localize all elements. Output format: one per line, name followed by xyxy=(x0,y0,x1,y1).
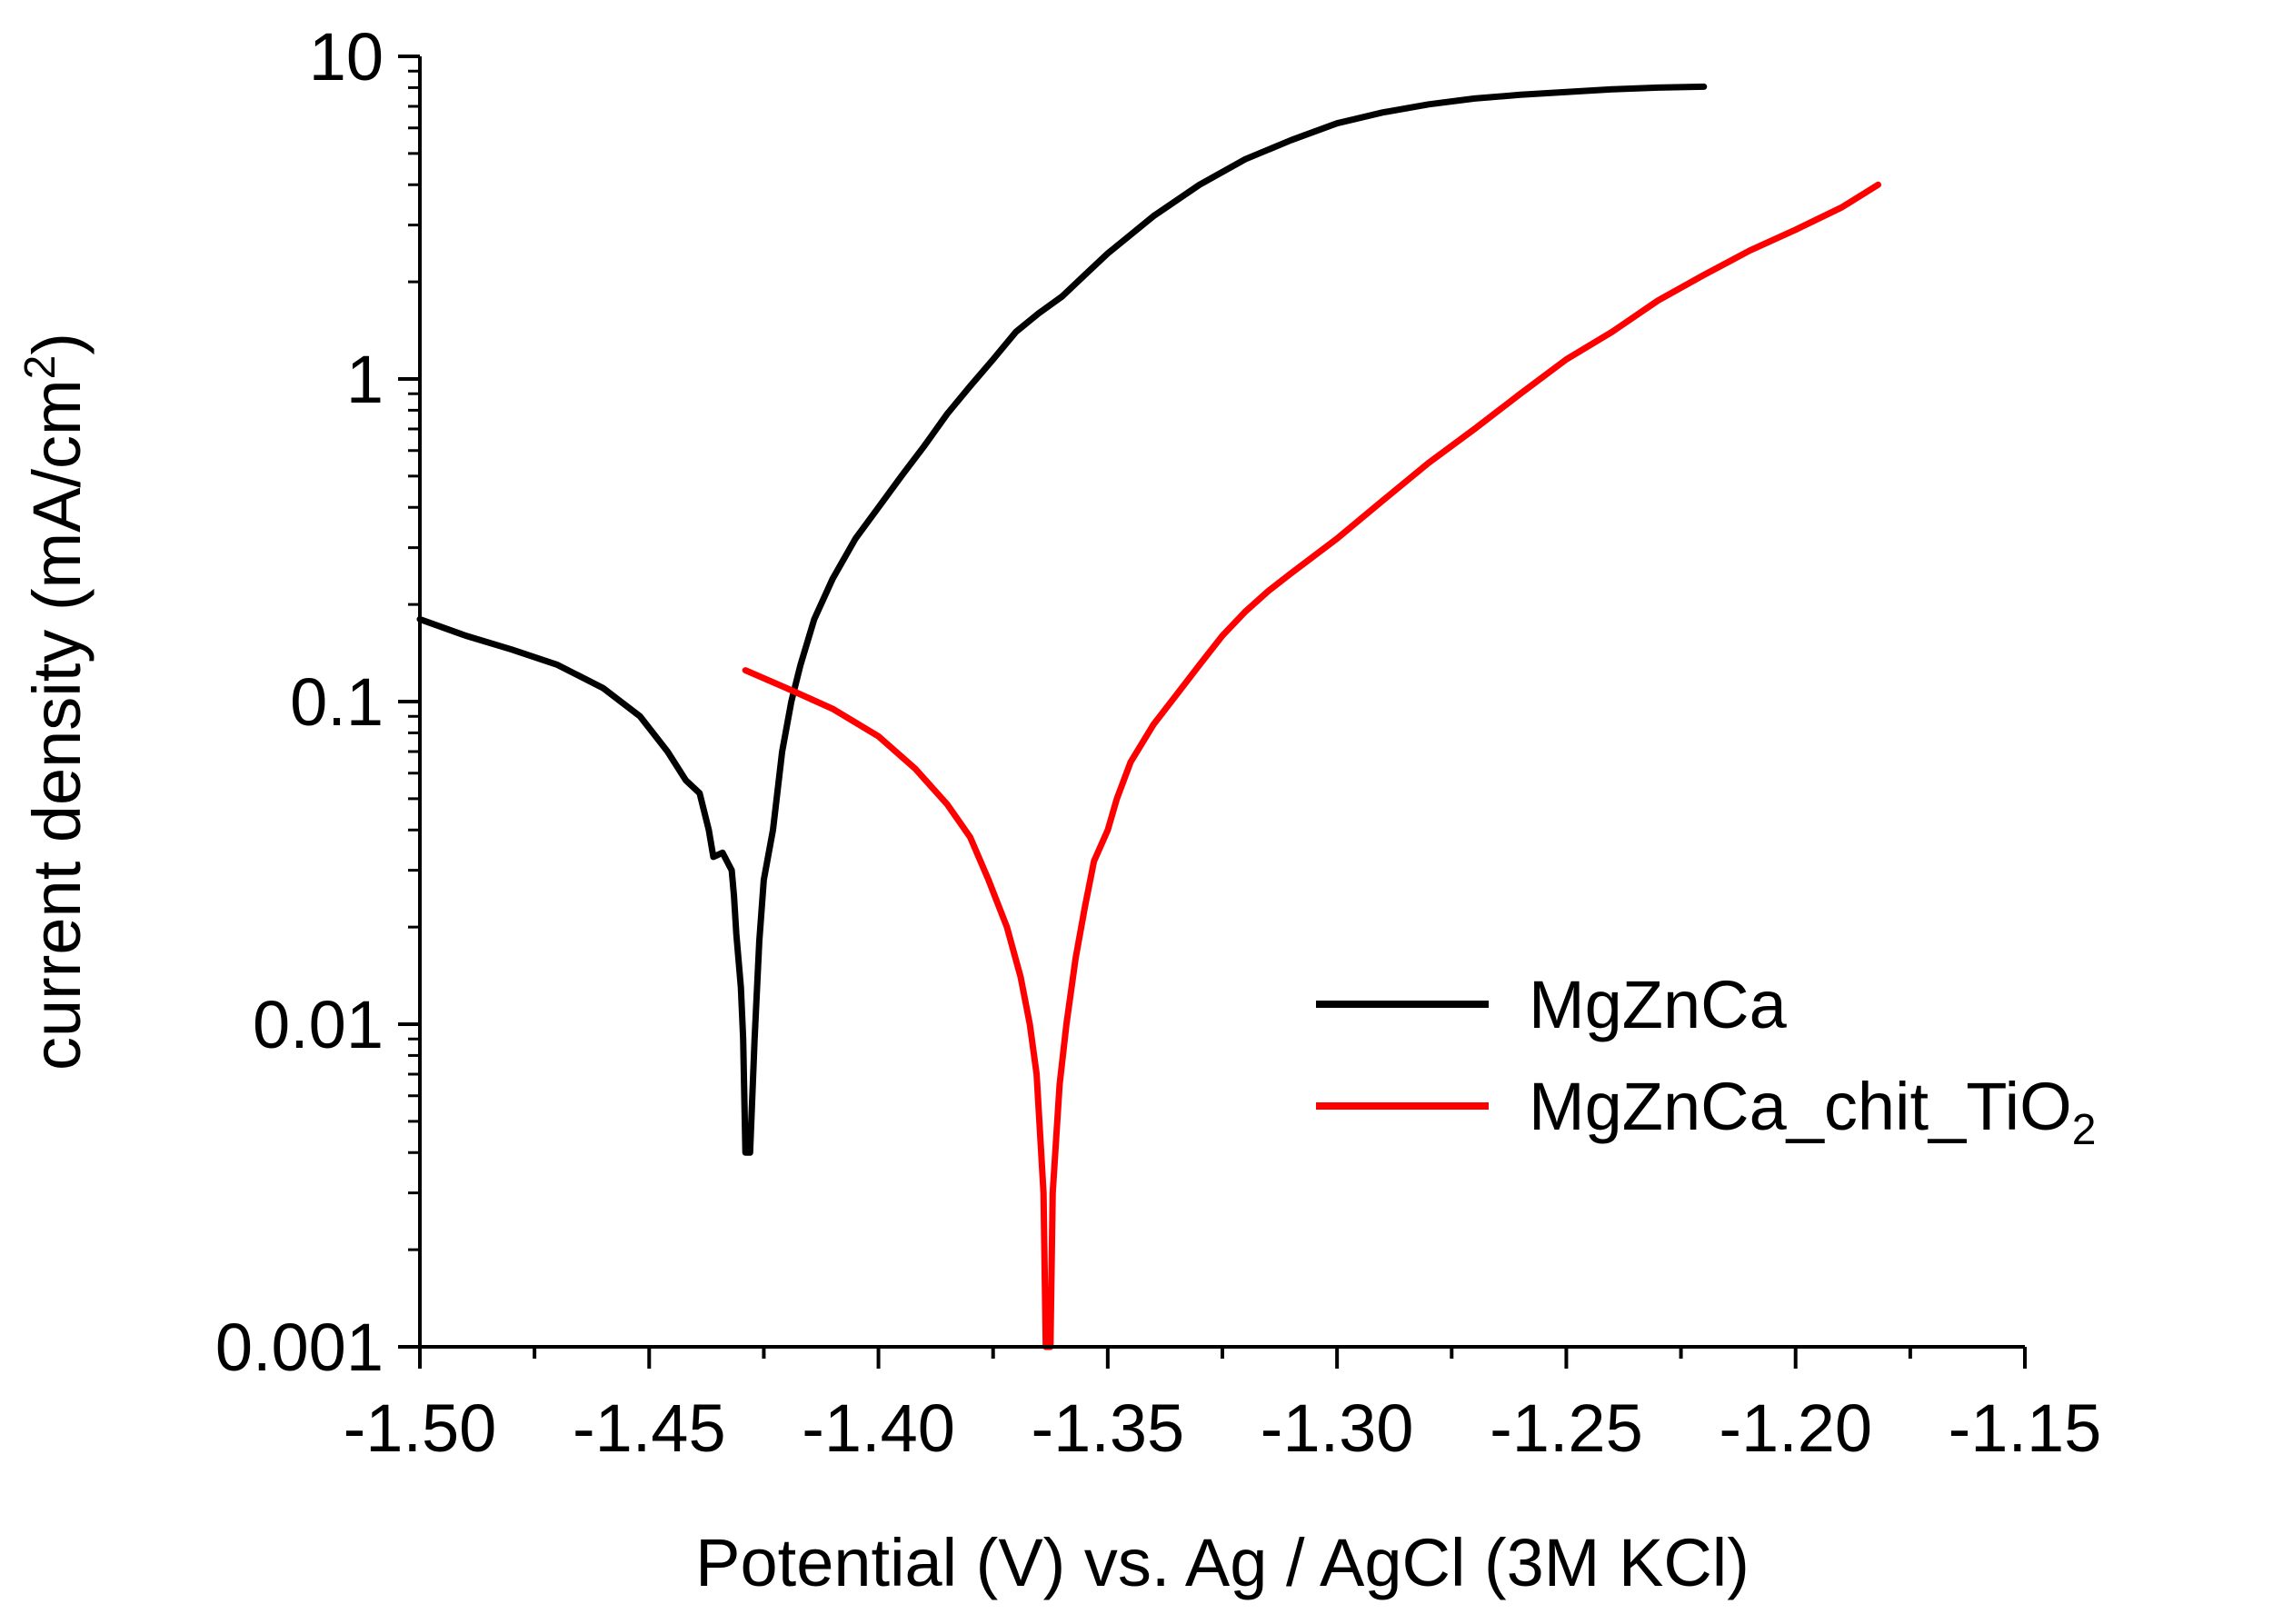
axes-layer xyxy=(418,56,2025,1349)
ticks-layer: -1.50 -1.45 -1.40 -1.35 -1.30 -1.25 -1.20 -1.15… xyxy=(215,19,2102,1466)
x-tick-label: -1.40 xyxy=(802,1390,955,1466)
legend-label-1: MgZnCa_chit_TiO2 xyxy=(1529,1069,2096,1154)
y-tick-label: 1 xyxy=(346,342,384,417)
x-tick-label: -1.25 xyxy=(1490,1390,1643,1466)
y-tick-label: 0.01 xyxy=(253,987,384,1062)
legend-label-main: MgZnCa_chit_TiO xyxy=(1529,1069,2072,1144)
series-line-0 xyxy=(416,83,1708,1156)
y-axis-title-superscript: 2 xyxy=(16,355,65,380)
x-tick-label: -1.35 xyxy=(1032,1390,1185,1466)
y-tick-label: 0.1 xyxy=(290,664,384,740)
y-axis-title: current density (mA/cm2) xyxy=(16,333,95,1071)
series-line-1 xyxy=(742,181,1881,1350)
y-axis-title-main: current density (mA/cm xyxy=(19,379,95,1071)
x-tick-label: -1.45 xyxy=(573,1390,726,1466)
legend: MgZnCa MgZnCa_chit_TiO2 xyxy=(1316,967,2096,1154)
x-tick-label: -1.30 xyxy=(1261,1390,1414,1466)
y-axis-title-tail: ) xyxy=(19,333,95,355)
x-axis-title: Potential (V) vs. Ag / AgCl (3M KCl) xyxy=(695,1525,1750,1600)
legend-label-0: MgZnCa xyxy=(1529,967,1788,1042)
y-tick-label: 0.001 xyxy=(215,1310,384,1385)
y-tick-label: 10 xyxy=(309,19,384,95)
x-tick-label: -1.20 xyxy=(1719,1390,1872,1466)
series-layer xyxy=(416,83,1881,1350)
x-tick-label: -1.15 xyxy=(1949,1390,2102,1466)
x-tick-label: -1.50 xyxy=(344,1390,497,1466)
legend-label-subscript: 2 xyxy=(2072,1106,2097,1154)
legend-label-main: MgZnCa xyxy=(1529,967,1788,1042)
